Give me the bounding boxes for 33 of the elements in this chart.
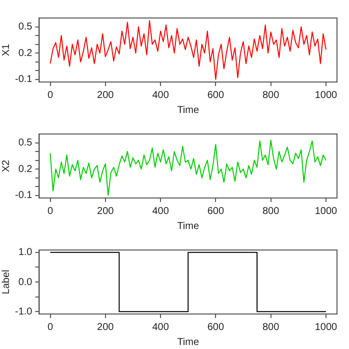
- y-tick-label: 1.0: [18, 247, 33, 258]
- x-tick-label: 0: [47, 322, 54, 333]
- y-tick-label: -0.1: [14, 190, 33, 202]
- x-tick-label: 200: [97, 322, 114, 333]
- x-tick-label: 800: [262, 322, 280, 333]
- x-tick-label: 400: [152, 322, 170, 333]
- y-tick-label: 0.0: [18, 276, 33, 288]
- x-tick-label: 600: [207, 206, 224, 217]
- y-tick-label: -0.1: [14, 74, 33, 86]
- y-axis-title: X2: [0, 159, 12, 172]
- x-tick-label: 800: [262, 206, 280, 217]
- x-tick-label: 0: [47, 90, 54, 101]
- x-tick-label: 1000: [314, 322, 338, 333]
- x-tick-label: 600: [207, 90, 224, 101]
- y-tick-label: -1.0: [14, 306, 33, 318]
- x-tick-label: 400: [152, 206, 170, 217]
- y-tick-label: 0.2: [18, 48, 33, 59]
- x-tick-label: 600: [207, 322, 224, 333]
- x-tick-label: 200: [97, 90, 114, 101]
- y-tick-label: 0.5: [18, 138, 33, 149]
- x-axis-title: Time: [177, 220, 200, 232]
- y-tick-label: 0.2: [18, 164, 33, 175]
- y-axis-title: Label: [0, 270, 12, 294]
- x-tick-label: 200: [97, 206, 114, 217]
- x-axis-title: Time: [177, 336, 200, 348]
- x-tick-label: 400: [152, 90, 170, 101]
- y-tick-label: 0.5: [18, 22, 33, 33]
- y-axis-title: X1: [0, 43, 12, 56]
- x-tick-label: 0: [47, 206, 54, 217]
- x-tick-label: 1000: [314, 90, 338, 101]
- x-tick-label: 800: [262, 90, 280, 101]
- x-tick-label: 1000: [314, 206, 338, 217]
- x-axis-title: Time: [177, 104, 200, 116]
